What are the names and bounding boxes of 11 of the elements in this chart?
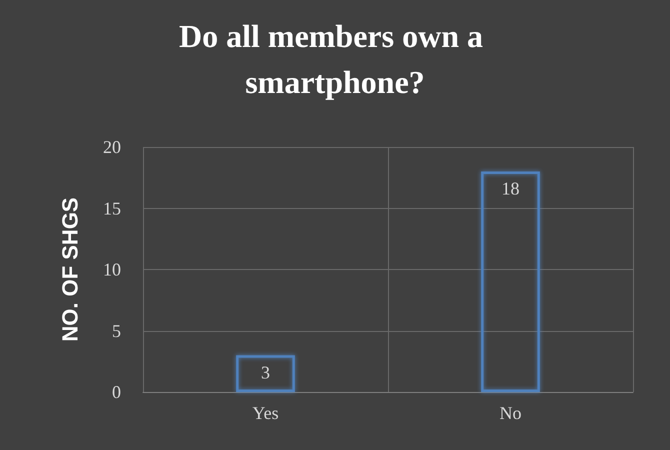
- y-tick-label: 20: [103, 137, 121, 157]
- y-tick-label: 15: [103, 198, 121, 218]
- data-label: 3: [261, 362, 270, 382]
- y-tick-label: 10: [103, 260, 121, 280]
- chart-title: Do all members own a smartphone?: [179, 18, 491, 100]
- y-tick-label: 5: [112, 320, 121, 341]
- y-tick-label: 0: [112, 382, 121, 402]
- data-label: 18: [502, 178, 520, 198]
- x-tick-label: Yes: [252, 403, 279, 423]
- x-tick-label: No: [500, 403, 522, 423]
- y-axis-title: NO. OF SHGS: [58, 197, 82, 342]
